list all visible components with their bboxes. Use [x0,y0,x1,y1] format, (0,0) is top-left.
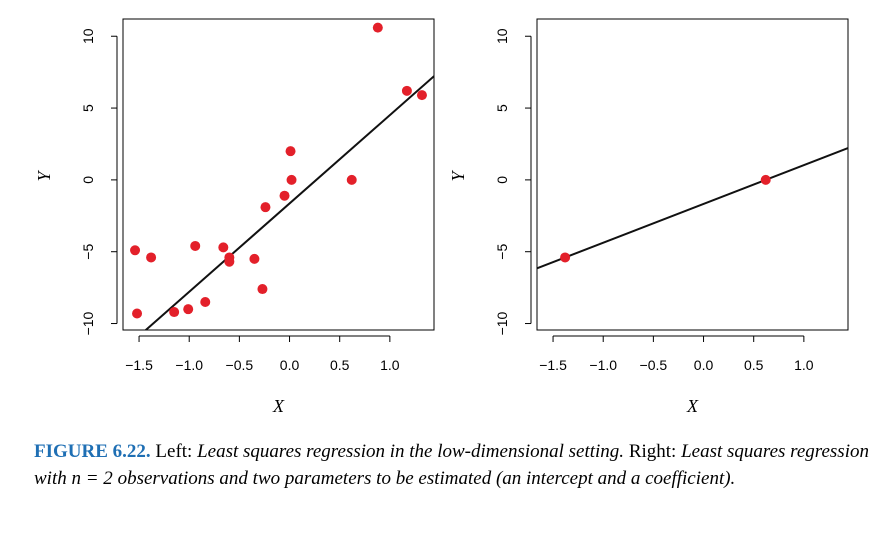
figure-label: FIGURE 6.22. [34,441,151,462]
right-y-axis: −10 −5 0 5 10 [494,28,532,335]
caption-right-text-1: Least squares regression with [34,441,869,489]
left-x-tick-label: 1.0 [380,357,400,373]
left-plot-frame [122,18,435,331]
left-data-point [346,174,357,185]
right-panel: −1.5 −1.0 −0.5 0.0 0.5 1.0 X −10 −5 0 5 10 Y [448,18,849,416]
left-y-tick-label: 5 [80,104,96,112]
left-data-point [286,174,297,185]
left-y-axis-title: Y [34,170,54,182]
left-data-point [224,256,235,267]
left-data-points [130,22,427,319]
right-x-tick-label: 0.5 [744,357,764,373]
caption-right-text-2: observations and two parameters to be es… [117,468,736,489]
right-data-point [560,252,571,263]
left-x-tick-label: −1.0 [175,357,203,373]
left-panel: −1.5 −1.0 −0.5 0.0 0.5 1.0 X −10 −5 0 5 10 Y [34,18,435,416]
left-x-tick-label: 0.5 [330,357,350,373]
left-y-tick-label: −10 [80,311,96,335]
left-y-tick-label: 0 [80,176,96,184]
right-y-tick-label: 10 [494,28,510,44]
left-data-point [190,240,201,251]
right-x-axis-title: X [686,396,699,416]
left-data-point [183,304,194,315]
left-data-point [146,252,157,263]
left-y-tick-label: −5 [80,244,96,260]
left-data-point [279,190,290,201]
right-x-axis: −1.5 −1.0 −0.5 0.0 0.5 1.0 [539,335,814,373]
right-x-tick-label: −0.5 [640,357,668,373]
right-data-point [760,174,771,185]
left-y-tick-label: 10 [80,28,96,44]
right-x-tick-label: 0.0 [694,357,714,373]
caption-n-equation: n = 2 [71,468,113,489]
figure-caption: FIGURE 6.22. Left: Least squares regress… [34,438,869,492]
caption-left-text: Least squares regression in the low-dime… [197,441,625,462]
left-data-point [169,307,180,318]
left-x-axis-title: X [272,396,285,416]
right-y-tick-label: 5 [494,104,510,112]
right-y-tick-label: 0 [494,176,510,184]
right-y-tick-label: −5 [494,244,510,260]
caption-right-word: Right: [628,441,677,462]
left-data-point [200,296,211,307]
left-x-tick-label: 0.0 [280,357,300,373]
left-data-point [416,90,427,101]
right-data-points [560,174,771,263]
left-data-point [285,146,296,157]
left-data-point [260,202,271,213]
left-data-point [130,245,141,256]
left-x-tick-label: −1.5 [125,357,153,373]
right-x-tick-label: −1.5 [539,357,567,373]
left-x-tick-label: −0.5 [226,357,254,373]
right-plot-frame [536,18,849,331]
right-x-tick-label: 1.0 [794,357,814,373]
left-data-point [372,22,383,33]
left-x-axis: −1.5 −1.0 −0.5 0.0 0.5 1.0 [125,335,400,373]
right-y-axis-title: Y [448,170,468,182]
left-data-point [249,253,260,264]
caption-left-word: Left: [155,441,193,462]
left-regression-line [144,74,434,330]
right-y-tick-label: −10 [494,311,510,335]
left-data-point [218,242,229,253]
right-regression-line [537,147,848,270]
left-data-point [401,85,412,96]
left-data-point [132,308,143,319]
right-x-tick-label: −1.0 [589,357,617,373]
left-y-axis: −10 −5 0 5 10 [80,28,118,335]
left-data-point [257,284,268,295]
